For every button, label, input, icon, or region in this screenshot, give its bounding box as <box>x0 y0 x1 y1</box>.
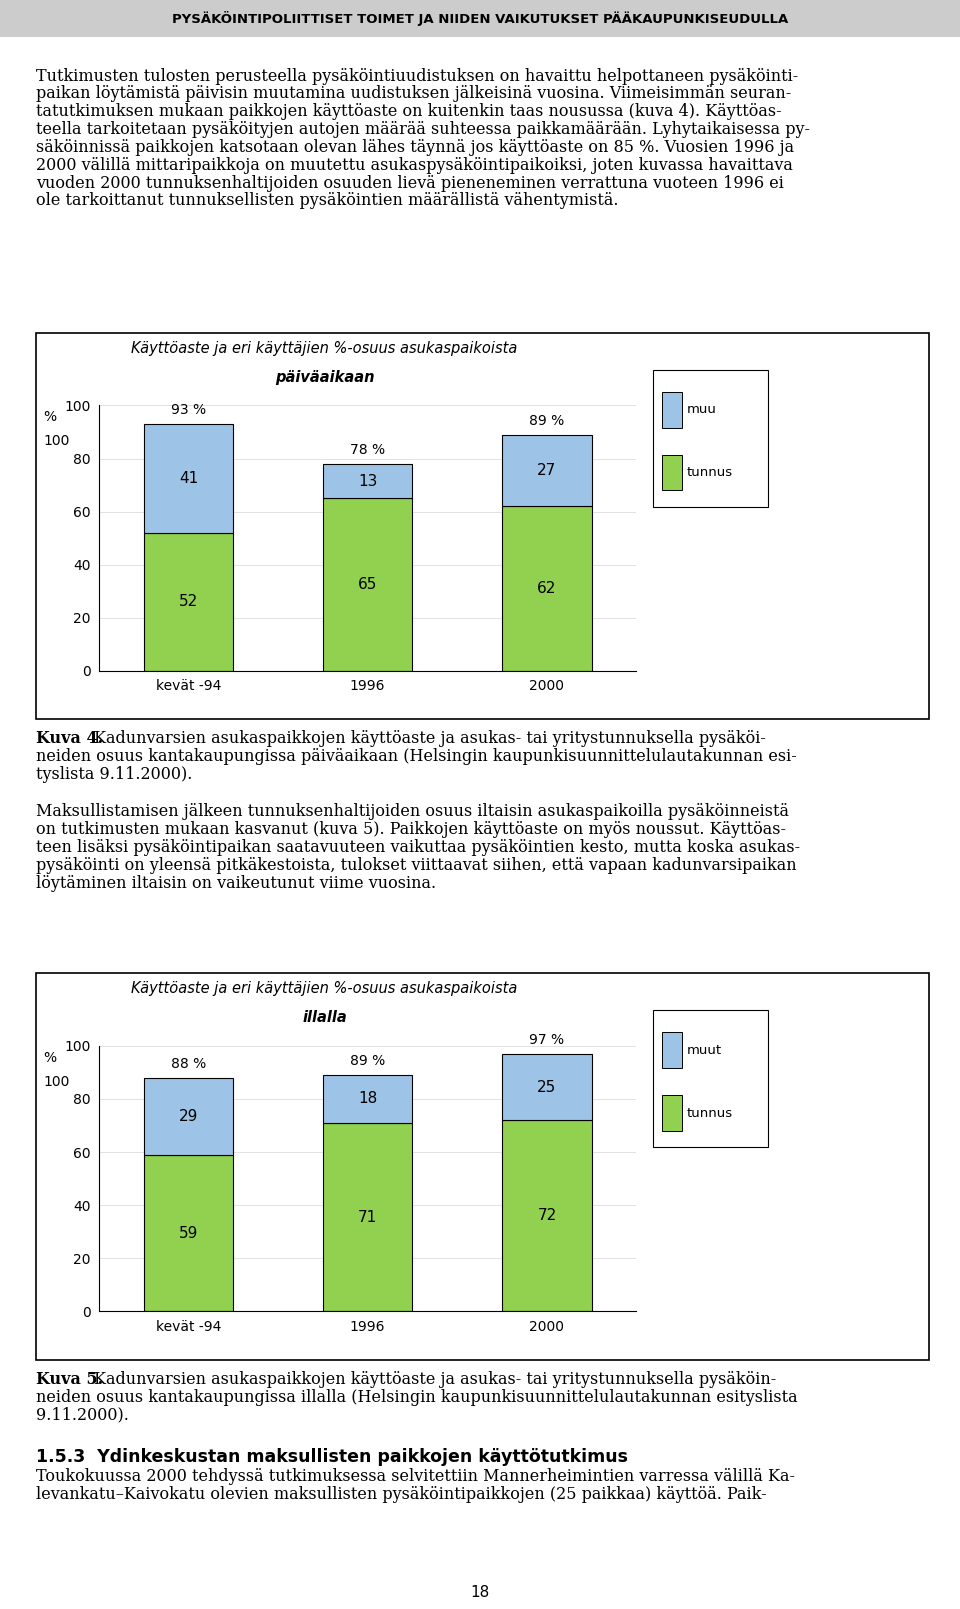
Text: Kuva 4.: Kuva 4. <box>36 730 104 748</box>
Text: tyslista 9.11.2000).: tyslista 9.11.2000). <box>36 766 193 784</box>
Text: 62: 62 <box>538 581 557 597</box>
Bar <box>502 1054 591 1120</box>
Bar <box>323 499 413 671</box>
Text: 9.11.2000).: 9.11.2000). <box>36 1406 130 1424</box>
Text: 1.5.3  Ydinkeskustan maksullisten paikkojen käyttötutkimus: 1.5.3 Ydinkeskustan maksullisten paikkoj… <box>36 1448 629 1466</box>
Bar <box>144 425 233 533</box>
Text: 2000 välillä mittaripaikkoja on muutettu asukaspysäköintipaikoiksi, joten kuvass: 2000 välillä mittaripaikkoja on muutettu… <box>36 156 793 174</box>
Text: 59: 59 <box>179 1226 198 1241</box>
Text: löytäminen iltaisin on vaikeutunut viime vuosina.: löytäminen iltaisin on vaikeutunut viime… <box>36 875 437 891</box>
Bar <box>502 434 591 507</box>
Text: neiden osuus kantakaupungissa illalla (Helsingin kaupunkisuunnittelulautakunnan : neiden osuus kantakaupungissa illalla (H… <box>36 1389 798 1406</box>
Text: tunnus: tunnus <box>686 467 732 479</box>
Text: paikan löytämistä päivisin muutamina uudistuksen jälkeisinä vuosina. Viimeisimmä: paikan löytämistä päivisin muutamina uud… <box>36 85 792 103</box>
Text: 25: 25 <box>538 1080 557 1094</box>
Text: 100: 100 <box>43 434 69 449</box>
Text: neiden osuus kantakaupungissa päiväaikaan (Helsingin kaupunkisuunnittelulautakun: neiden osuus kantakaupungissa päiväaikaa… <box>36 748 797 766</box>
Text: 89 %: 89 % <box>529 414 564 428</box>
Bar <box>323 1123 413 1311</box>
Text: päiväaikaan: päiväaikaan <box>275 370 374 385</box>
Text: levankatu–Kaivokatu olevien maksullisten pysäköintipaikkojen (25 paikkaa) käyttö: levankatu–Kaivokatu olevien maksullisten… <box>36 1485 767 1503</box>
Text: teella tarkoitetaan pysäköityjen autojen määrää suhteessa paikkamäärään. Lyhytai: teella tarkoitetaan pysäköityjen autojen… <box>36 121 810 138</box>
Text: 18: 18 <box>470 1585 490 1601</box>
Bar <box>144 1078 233 1155</box>
Text: on tutkimusten mukaan kasvanut (kuva 5). Paikkojen käyttöaste on myös noussut. K: on tutkimusten mukaan kasvanut (kuva 5).… <box>36 821 786 838</box>
Text: Kadunvarsien asukaspaikkojen käyttöaste ja asukas- tai yritystunnuksella pysäköi: Kadunvarsien asukaspaikkojen käyttöaste … <box>94 730 766 748</box>
Bar <box>502 1120 591 1311</box>
Text: 52: 52 <box>179 594 198 610</box>
Bar <box>323 463 413 499</box>
Text: Käyttöaste ja eri käyttäjien %-osuus asukaspaikoista: Käyttöaste ja eri käyttäjien %-osuus asu… <box>132 341 517 356</box>
Text: Tutkimusten tulosten perusteella pysäköintiuudistuksen on havaittu helpottaneen : Tutkimusten tulosten perusteella pysäköi… <box>36 68 799 85</box>
Text: Maksullistamisen jälkeen tunnuksenhaltijoiden osuus iltaisin asukaspaikoilla pys: Maksullistamisen jälkeen tunnuksenhaltij… <box>36 803 789 821</box>
Bar <box>144 1155 233 1311</box>
Text: PYSÄKÖINTIPOLIITTISET TOIMET JA NIIDEN VAIKUTUKSET PÄÄKAUPUNKISEUDULLA: PYSÄKÖINTIPOLIITTISET TOIMET JA NIIDEN V… <box>172 11 788 26</box>
Text: 89 %: 89 % <box>350 1054 385 1068</box>
Text: säköinnissä paikkojen katsotaan olevan lähes täynnä jos käyttöaste on 85 %. Vuos: säköinnissä paikkojen katsotaan olevan l… <box>36 138 795 156</box>
Text: 71: 71 <box>358 1210 377 1224</box>
Text: 100: 100 <box>43 1075 69 1089</box>
Bar <box>323 1075 413 1123</box>
Text: tunnus: tunnus <box>686 1107 732 1120</box>
Text: muu: muu <box>686 404 716 417</box>
Text: 41: 41 <box>179 471 198 486</box>
Text: 29: 29 <box>179 1109 198 1123</box>
Text: 65: 65 <box>358 578 377 592</box>
Text: %: % <box>43 410 57 425</box>
Text: illalla: illalla <box>302 1010 347 1025</box>
Text: tatutkimuksen mukaan paikkojen käyttöaste on kuitenkin taas nousussa (kuva 4). K: tatutkimuksen mukaan paikkojen käyttöast… <box>36 103 782 121</box>
Text: ole tarkoittanut tunnuksellisten pysäköintien määrällistä vähentymistä.: ole tarkoittanut tunnuksellisten pysäköi… <box>36 193 619 209</box>
Text: Kadunvarsien asukaspaikkojen käyttöaste ja asukas- tai yritystunnuksella pysäköi: Kadunvarsien asukaspaikkojen käyttöaste … <box>94 1371 777 1389</box>
Bar <box>502 507 591 671</box>
Text: 88 %: 88 % <box>171 1057 206 1072</box>
Text: 27: 27 <box>538 463 557 478</box>
Text: 72: 72 <box>538 1208 557 1223</box>
Text: Kuva 5.: Kuva 5. <box>36 1371 104 1389</box>
Text: %: % <box>43 1051 57 1065</box>
Text: 97 %: 97 % <box>529 1033 564 1047</box>
Text: Toukokuussa 2000 tehdyssä tutkimuksessa selvitettiin Mannerheimintien varressa v: Toukokuussa 2000 tehdyssä tutkimuksessa … <box>36 1467 796 1485</box>
Text: 13: 13 <box>358 473 377 489</box>
Text: 78 %: 78 % <box>350 442 385 457</box>
Text: pysäköinti on yleensä pitkäkestoista, tulokset viittaavat siihen, että vapaan ka: pysäköinti on yleensä pitkäkestoista, tu… <box>36 856 797 874</box>
Text: Käyttöaste ja eri käyttäjien %-osuus asukaspaikoista: Käyttöaste ja eri käyttäjien %-osuus asu… <box>132 981 517 996</box>
Bar <box>144 533 233 671</box>
Text: teen lisäksi pysäköintipaikan saatavuuteen vaikuttaa pysäköintien kesto, mutta k: teen lisäksi pysäköintipaikan saatavuute… <box>36 838 801 856</box>
Text: vuoden 2000 tunnuksenhaltijoiden osuuden lievä pieneneminen verrattuna vuoteen 1: vuoden 2000 tunnuksenhaltijoiden osuuden… <box>36 174 784 191</box>
Text: muut: muut <box>686 1044 722 1057</box>
Text: 93 %: 93 % <box>171 404 206 417</box>
Text: 18: 18 <box>358 1091 377 1107</box>
